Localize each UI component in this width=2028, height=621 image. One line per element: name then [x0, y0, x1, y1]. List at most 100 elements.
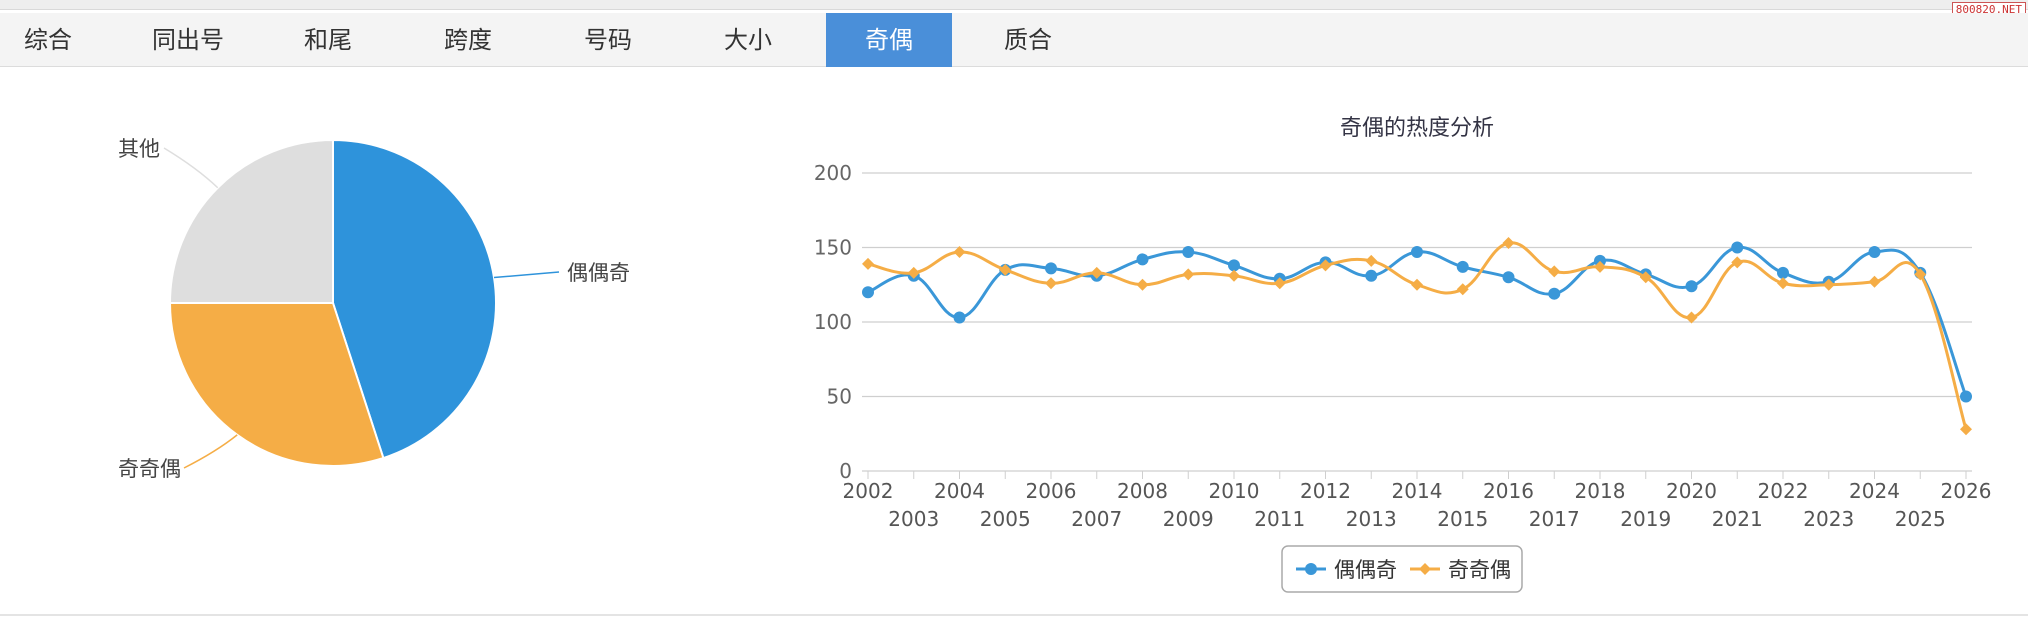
tab-number[interactable]: 号码 — [584, 26, 632, 54]
data-point[interactable] — [1914, 268, 1927, 281]
x-tick-label: 2018 — [1575, 479, 1626, 503]
pie-connector — [163, 147, 219, 189]
data-point[interactable] — [862, 286, 874, 299]
pie-chart-panel: 偶偶奇 奇奇偶 其他 — [0, 68, 780, 613]
x-tick-label: 2019 — [1620, 507, 1671, 531]
data-point[interactable] — [1685, 311, 1698, 324]
x-tick-label: 2016 — [1483, 479, 1534, 503]
line-chart-panel: 奇偶的热度分析 0 50 100 150 200 2002 2003 2004 2005 2006 2… — [780, 68, 2028, 613]
x-tick-label: 2012 — [1300, 479, 1351, 503]
data-point[interactable] — [1182, 245, 1195, 258]
x-tick-label: 2006 — [1026, 479, 1077, 503]
pie-label: 其他 — [118, 137, 160, 161]
y-tick-label: 100 — [814, 310, 852, 334]
data-point[interactable] — [1548, 265, 1561, 278]
tab-size[interactable]: 大小 — [724, 26, 772, 54]
x-tick-label: 2009 — [1163, 507, 1214, 531]
tab-bar: 综合 同出号 和尾 跨度 号码 大小 奇偶 质合 — [0, 13, 2028, 67]
bottom-divider — [0, 614, 2028, 616]
x-tick-label: 2008 — [1117, 479, 1168, 503]
data-point[interactable] — [1411, 278, 1423, 291]
legend-marker — [1305, 563, 1317, 575]
tab-odd-even[interactable]: 奇偶 — [826, 13, 952, 67]
data-point[interactable] — [1182, 268, 1195, 281]
data-point[interactable] — [1273, 277, 1286, 290]
data-point[interactable] — [1868, 275, 1881, 288]
line-chart: 奇偶的热度分析 0 50 100 150 200 2002 2003 2004 2005 2006 2… — [814, 116, 1992, 593]
data-point[interactable] — [1868, 245, 1881, 258]
data-point[interactable] — [1365, 254, 1378, 267]
x-tick-label: 2004 — [934, 479, 985, 503]
data-point[interactable] — [1228, 269, 1240, 282]
legend-marker — [1419, 563, 1431, 575]
x-tick-label: 2002 — [843, 479, 894, 503]
x-tick-label: 2026 — [1941, 479, 1992, 503]
data-point[interactable] — [1411, 245, 1423, 258]
data-point[interactable] — [953, 245, 966, 258]
x-tick-label: 2024 — [1849, 479, 1900, 503]
pie-slice[interactable] — [332, 138, 497, 460]
x-tick-label: 2023 — [1803, 507, 1854, 531]
data-point[interactable] — [1960, 390, 1972, 403]
data-point[interactable] — [1502, 271, 1515, 284]
data-point[interactable] — [1045, 277, 1057, 290]
data-point[interactable] — [1685, 280, 1698, 293]
data-point[interactable] — [1319, 259, 1332, 272]
x-tick-label: 2025 — [1895, 507, 1946, 531]
x-tick-label: 2011 — [1254, 507, 1305, 531]
data-point[interactable] — [1456, 260, 1469, 273]
legend-item-label[interactable]: 奇奇偶 — [1448, 558, 1511, 582]
data-point[interactable] — [1960, 423, 1972, 436]
tab-same-number[interactable]: 同出号 — [152, 26, 224, 54]
pie-slice[interactable] — [168, 302, 385, 467]
x-tick-label: 2017 — [1529, 507, 1580, 531]
pie-label: 奇奇偶 — [118, 457, 181, 481]
data-point[interactable] — [953, 311, 966, 324]
pie-connector — [183, 434, 238, 469]
y-tick-label: 0 — [839, 459, 852, 483]
top-strip — [0, 0, 2028, 10]
data-point[interactable] — [1136, 278, 1149, 291]
data-point[interactable] — [1548, 287, 1561, 300]
tab-prime-composite[interactable]: 质合 — [1004, 26, 1052, 54]
x-tick-label: 2015 — [1437, 507, 1488, 531]
legend-item-label[interactable]: 偶偶奇 — [1334, 558, 1397, 582]
pie-slice[interactable] — [168, 138, 334, 304]
data-point[interactable] — [907, 266, 920, 279]
x-tick-label: 2013 — [1346, 507, 1397, 531]
tab-sum-tail[interactable]: 和尾 — [304, 26, 352, 54]
chart-title: 奇偶的热度分析 — [1340, 116, 1494, 141]
data-point[interactable] — [862, 257, 874, 270]
x-tick-label: 2014 — [1392, 479, 1443, 503]
data-point[interactable] — [1822, 278, 1835, 291]
data-point[interactable] — [1045, 262, 1057, 275]
x-tick-label: 2003 — [888, 507, 939, 531]
data-point[interactable] — [1090, 266, 1103, 279]
tab-composite[interactable]: 综合 — [24, 26, 72, 54]
data-point[interactable] — [1777, 266, 1789, 279]
data-point[interactable] — [1456, 283, 1469, 296]
data-point[interactable] — [1731, 241, 1744, 254]
data-point[interactable] — [1365, 269, 1378, 282]
x-tick-label: 2020 — [1666, 479, 1717, 503]
y-tick-label: 200 — [814, 161, 852, 185]
x-tick-label: 2010 — [1209, 479, 1260, 503]
tab-span[interactable]: 跨度 — [444, 26, 492, 54]
x-tick-label: 2007 — [1071, 507, 1122, 531]
data-point[interactable] — [1731, 256, 1744, 269]
y-tick-label: 150 — [814, 236, 852, 260]
data-point[interactable] — [1777, 277, 1789, 290]
x-tick-label: 2022 — [1758, 479, 1809, 503]
data-point[interactable] — [1136, 253, 1149, 266]
data-point[interactable] — [1502, 237, 1515, 250]
series-line — [867, 241, 1968, 430]
data-point[interactable] — [1594, 260, 1606, 273]
data-point[interactable] — [1228, 259, 1240, 272]
legend-box — [1281, 545, 1523, 593]
x-tick-label: 2021 — [1712, 507, 1763, 531]
pie-connector — [493, 271, 560, 279]
data-point[interactable] — [1639, 271, 1652, 284]
x-tick-label: 2005 — [980, 507, 1031, 531]
data-point[interactable] — [999, 263, 1012, 276]
